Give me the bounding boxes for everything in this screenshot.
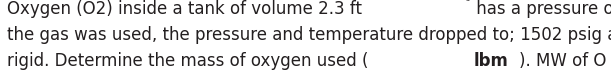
Text: lbm: lbm (474, 52, 508, 70)
Text: the gas was used, the pressure and temperature dropped to; 1502 psig and 50°F. T: the gas was used, the pressure and tempe… (7, 26, 611, 44)
Text: rigid. Determine the mass of oxygen used (: rigid. Determine the mass of oxygen used… (7, 52, 368, 70)
Text: ). MW of O: ). MW of O (519, 52, 606, 70)
Text: Oxygen (O2) inside a tank of volume 2.3 ft: Oxygen (O2) inside a tank of volume 2.3 … (7, 0, 362, 18)
Text: has a pressure of 2200 psig and is at 70°F. Part of: has a pressure of 2200 psig and is at 70… (470, 0, 611, 18)
Text: ³: ³ (466, 0, 469, 7)
